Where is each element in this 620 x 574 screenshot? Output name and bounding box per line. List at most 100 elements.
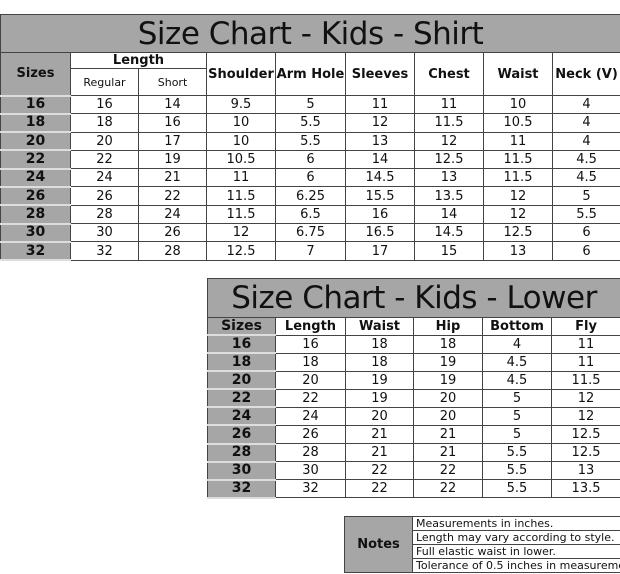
table-cell: 10	[206, 131, 276, 151]
table-cell: 16	[275, 334, 346, 354]
table-cell: 6	[551, 241, 620, 261]
size-cell: 18	[0, 113, 71, 134]
size-cell: 22	[0, 149, 71, 170]
table-cell: 22	[70, 149, 139, 170]
column-header: Length	[275, 317, 346, 336]
table-cell: 18	[345, 334, 414, 354]
table-cell: 11.5	[206, 186, 276, 206]
table-cell: 22	[138, 186, 207, 206]
size-cell: 30	[0, 223, 71, 243]
table-cell: 22	[345, 479, 414, 499]
table-cell: 11.5	[414, 113, 484, 133]
table-cell: 10.5	[206, 149, 276, 170]
table-cell: 11	[550, 352, 620, 372]
table-cell: 28	[70, 204, 139, 225]
table-cell: 17	[345, 241, 415, 261]
table-row: 22 22 19 10.5 6 14 12.5 11.5 4.5	[0, 149, 620, 170]
table-cell: 4	[482, 334, 552, 354]
table-row: 20 20 19 19 4.5 11.5	[207, 370, 620, 391]
table-cell: 4.5	[482, 352, 552, 372]
column-header: Sizes	[207, 317, 276, 336]
table-cell: 19	[138, 149, 207, 170]
table-cell: 18	[275, 352, 346, 372]
table-row: 28 28 21 21 5.5 12.5	[207, 443, 620, 463]
table-row: 32 32 22 22 5.5 13.5	[207, 479, 620, 499]
table-cell: 4.5	[482, 370, 552, 390]
size-cell: 16	[0, 94, 71, 115]
table-cell: 5	[482, 388, 552, 408]
table-row: 30 30 26 12 6.75 16.5 14.5 12.5 6	[0, 223, 620, 243]
table-cell: 11.5	[483, 149, 553, 170]
shoulder-header: Shoulder	[206, 52, 276, 96]
table-cell: 4	[551, 131, 620, 151]
table-cell: 21	[413, 424, 483, 445]
table-cell: 12.5	[483, 223, 553, 243]
table-cell: 16.5	[345, 223, 415, 243]
table-cell: 5.5	[482, 443, 552, 463]
table-cell: 5.5	[482, 479, 552, 499]
table-cell: 6.25	[275, 186, 346, 206]
table-cell: 19	[345, 370, 414, 390]
lower-size-table: Size Chart - Kids - Lower Sizes Length Wai…	[206, 278, 620, 499]
table-cell: 24	[70, 168, 139, 188]
table-cell: 5	[482, 406, 552, 426]
column-header: Fly	[550, 317, 620, 336]
table-row: 30 30 22 22 5.5 13	[207, 461, 620, 481]
size-cell: 32	[0, 241, 71, 262]
table-cell: 12	[345, 113, 415, 133]
length-header: Length	[70, 52, 207, 69]
table-cell: 11	[550, 334, 620, 354]
table-cell: 11.5	[550, 370, 620, 390]
table-row: 18 18 18 19 4.5 11	[207, 352, 620, 373]
note-item: Measurements in inches.	[412, 516, 620, 531]
size-cell: 22	[207, 388, 276, 409]
table-cell: 22	[413, 479, 483, 499]
table-cell: 10	[206, 113, 276, 133]
table-row: 26 26 22 11.5 6.25 15.5 13.5 12 5	[0, 186, 620, 207]
table-cell: 12	[550, 406, 620, 426]
table-cell: 4.5	[551, 149, 620, 170]
table-cell: 11	[206, 168, 276, 188]
table-cell: 5.5	[275, 131, 346, 151]
table-cell: 13.5	[550, 479, 620, 499]
table-cell: 11	[345, 94, 415, 115]
table-row: 22 22 19 20 5 12	[207, 388, 620, 409]
size-cell: 24	[0, 168, 71, 189]
table-cell: 12.5	[550, 443, 620, 463]
table-row: 24 24 20 20 5 12	[207, 406, 620, 427]
table-cell: 4	[551, 113, 620, 133]
table-row: 28 28 24 11.5 6.5 16 14 12 5.5	[0, 204, 620, 225]
table-cell: 20	[70, 131, 139, 151]
column-header: Hip	[413, 317, 483, 336]
table-row: 24 24 21 11 6 14.5 13 11.5 4.5	[0, 168, 620, 189]
table-cell: 26	[275, 424, 346, 445]
table-cell: 13	[483, 241, 553, 261]
table-cell: 20	[275, 370, 346, 390]
size-cell: 26	[207, 424, 276, 445]
table-cell: 5.5	[275, 113, 346, 133]
table-cell: 26	[138, 223, 207, 243]
table-row: 20 20 17 10 5.5 13 12 11 4	[0, 131, 620, 152]
neck-header: Neck (V)	[551, 52, 620, 96]
table-cell: 32	[275, 479, 346, 499]
table-cell: 10	[483, 94, 553, 115]
short-length-header: Short	[138, 68, 207, 96]
table-cell: 22	[275, 388, 346, 408]
table-cell: 26	[70, 186, 139, 206]
arm-hole-header: Arm Hole	[275, 52, 346, 96]
table-cell: 11.5	[483, 168, 553, 188]
shirt-size-table: Size Chart - Kids - Shirt Sizes Length S…	[0, 14, 620, 262]
table-cell: 12.5	[550, 424, 620, 445]
table-cell: 21	[345, 443, 414, 463]
table-cell: 19	[413, 352, 483, 372]
table-cell: 18	[345, 352, 414, 372]
table-cell: 30	[70, 223, 139, 243]
table-cell: 18	[413, 334, 483, 354]
table-cell: 12.5	[206, 241, 276, 261]
table-cell: 6	[275, 149, 346, 170]
table-cell: 16	[138, 113, 207, 133]
note-item: Tolerance of 0.5 inches in measurement	[412, 558, 620, 573]
size-cell: 26	[0, 186, 71, 207]
table-cell: 5	[482, 424, 552, 445]
table-cell: 6	[275, 168, 346, 188]
